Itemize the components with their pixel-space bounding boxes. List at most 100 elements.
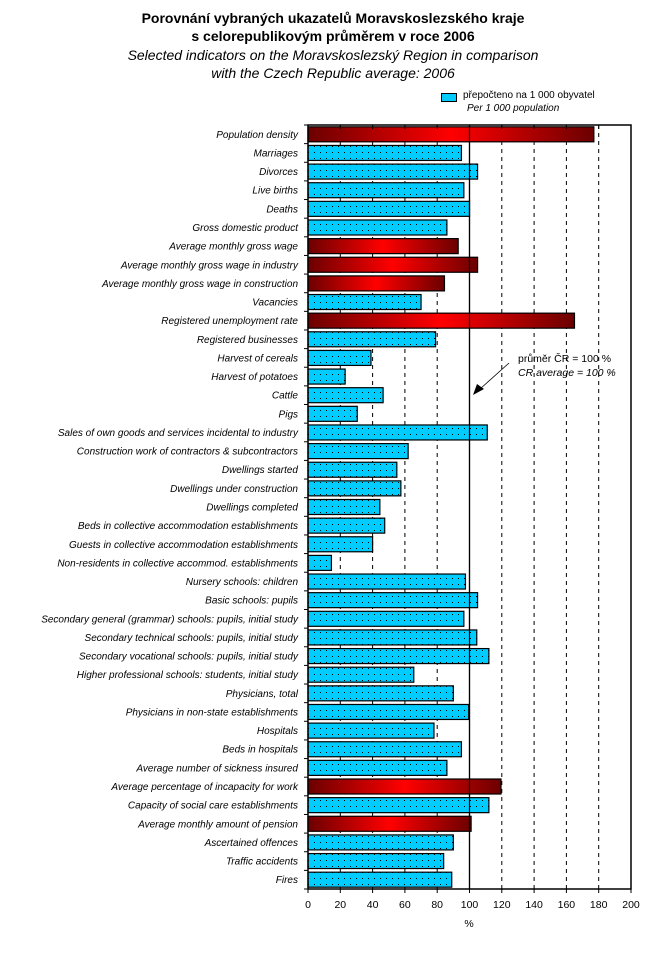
category-label: Average percentage of incapacity for wor… bbox=[110, 782, 299, 793]
category-label: Sales of own goods and services incident… bbox=[58, 428, 299, 439]
category-label: Marriages bbox=[254, 148, 298, 159]
category-label: Pigs bbox=[279, 409, 298, 420]
category-label: Higher professional schools: students, i… bbox=[77, 670, 299, 681]
bar-36 bbox=[307, 778, 502, 795]
bar-13 bbox=[307, 349, 372, 367]
category-label: Fires bbox=[276, 875, 298, 886]
bar-9 bbox=[307, 275, 446, 292]
category-label: Registered businesses bbox=[197, 335, 298, 346]
category-label: Capacity of social care establishments bbox=[128, 801, 298, 812]
bar-23 bbox=[307, 536, 374, 553]
bar-7 bbox=[307, 238, 459, 255]
x-tick-label: 200 bbox=[622, 899, 640, 911]
x-tick-label: 180 bbox=[590, 899, 608, 911]
bar-15 bbox=[307, 387, 384, 404]
category-label: Physicians, total bbox=[226, 689, 299, 700]
x-tick-label: 140 bbox=[525, 899, 543, 911]
category-label: Average monthly gross wage bbox=[168, 242, 298, 253]
bars bbox=[307, 125, 595, 889]
bar-34 bbox=[307, 741, 463, 758]
category-label: Nursery schools: children bbox=[186, 577, 299, 588]
category-label: Guests in collective accommodation estab… bbox=[69, 540, 298, 551]
bar-6 bbox=[307, 219, 448, 236]
bar-11 bbox=[307, 312, 576, 329]
category-label: Average monthly amount of pension bbox=[137, 819, 298, 830]
bar-12 bbox=[307, 331, 437, 348]
bar-4 bbox=[307, 182, 465, 199]
bar-8 bbox=[307, 256, 479, 273]
bar-3 bbox=[307, 163, 479, 180]
x-tick-label: 120 bbox=[493, 899, 511, 911]
x-tick-label: 40 bbox=[367, 899, 379, 911]
bar-20 bbox=[307, 480, 402, 497]
bar-25 bbox=[307, 573, 467, 590]
bar-22 bbox=[307, 517, 386, 534]
bar-10 bbox=[307, 293, 422, 311]
category-label: Live births bbox=[252, 186, 298, 197]
annotation-arrow-line bbox=[479, 362, 510, 390]
category-label: Beds in hospitals bbox=[222, 745, 298, 756]
category-label: Divorces bbox=[259, 167, 298, 178]
legend-swatch-per-1000 bbox=[441, 93, 457, 102]
category-label: Harvest of potatoes bbox=[211, 372, 298, 383]
category-label: Construction work of contractors & subco… bbox=[77, 447, 298, 458]
bar-40 bbox=[307, 852, 445, 870]
category-label: Basic schools: pupils bbox=[205, 596, 298, 607]
bar-35 bbox=[307, 759, 448, 776]
bar-26 bbox=[307, 592, 479, 609]
bar-5 bbox=[307, 200, 471, 217]
bar-31 bbox=[307, 685, 454, 702]
category-label: Ascertained offences bbox=[204, 838, 298, 849]
chart-subtitle-english-line1: Selected indicators on the Moravskoslezs… bbox=[127, 47, 539, 63]
bar-28 bbox=[307, 629, 478, 646]
bar-37 bbox=[307, 797, 490, 814]
annotation-arrow-head bbox=[473, 384, 484, 395]
legend-label-english: Per 1 000 population bbox=[467, 103, 560, 114]
x-tick-label: 0 bbox=[305, 899, 311, 911]
legend-label-czech: přepočteno na 1 000 obyvatel bbox=[463, 90, 595, 101]
category-label: Registered unemployment rate bbox=[161, 316, 298, 327]
category-label: Average monthly gross wage in constructi… bbox=[101, 279, 298, 290]
bar-29 bbox=[307, 647, 490, 665]
annotation-czech: průměr ČR = 100 % bbox=[518, 352, 611, 365]
category-label: Beds in collective accommodation establi… bbox=[78, 521, 298, 532]
x-tick-label: 160 bbox=[558, 899, 576, 911]
category-label: Deaths bbox=[266, 204, 298, 215]
bar-2 bbox=[307, 144, 463, 162]
x-tick-label: 80 bbox=[431, 899, 443, 911]
bar-21 bbox=[307, 498, 381, 516]
category-label: Vacancies bbox=[252, 298, 298, 309]
bar-24 bbox=[307, 554, 333, 572]
x-tick-label: 20 bbox=[334, 899, 346, 911]
category-label: Physicians in non-state establishments bbox=[126, 707, 298, 718]
bar-1 bbox=[307, 126, 595, 143]
category-label: Traffic accidents bbox=[226, 857, 298, 868]
category-label: Population density bbox=[216, 130, 299, 141]
x-axis-ticks: 0 20 40 60 80 100 120 140 160 180 200 bbox=[305, 125, 640, 911]
bar-39 bbox=[307, 834, 454, 851]
bar-17 bbox=[307, 424, 488, 441]
cr-average-annotation: průměr ČR = 100 % CR average = 100 % bbox=[473, 352, 616, 395]
category-label: Gross domestic product bbox=[192, 223, 299, 234]
category-label: Secondary technical schools: pupils, ini… bbox=[85, 633, 299, 644]
chart-title-czech-line2: s celorepublikovým průměrem v roce 2006 bbox=[191, 28, 475, 44]
bar-33 bbox=[307, 722, 435, 739]
category-label: Non-residents in collective accommod. es… bbox=[57, 558, 298, 569]
category-label: Secondary vocational schools: pupils, in… bbox=[79, 652, 299, 663]
category-label: Dwellings started bbox=[222, 465, 299, 476]
category-label: Secondary general (grammar) schools: pup… bbox=[41, 614, 299, 625]
category-labels: Population density Marriages Divorces Live … bbox=[41, 124, 308, 890]
chart-title-czech-line1: Porovnání vybraných ukazatelů Moravskosl… bbox=[141, 10, 525, 26]
annotation-english: CR average = 100 % bbox=[518, 367, 616, 379]
x-tick-label: 60 bbox=[399, 899, 411, 911]
bar-41 bbox=[307, 871, 453, 888]
bar-19 bbox=[307, 461, 398, 478]
category-label: Harvest of cereals bbox=[217, 353, 298, 364]
category-label: Dwellings under construction bbox=[170, 484, 298, 495]
category-label: Cattle bbox=[272, 391, 299, 402]
bar-14 bbox=[307, 368, 346, 385]
bar-18 bbox=[307, 442, 409, 460]
category-label: Hospitals bbox=[257, 726, 298, 737]
bar-32 bbox=[307, 703, 470, 721]
